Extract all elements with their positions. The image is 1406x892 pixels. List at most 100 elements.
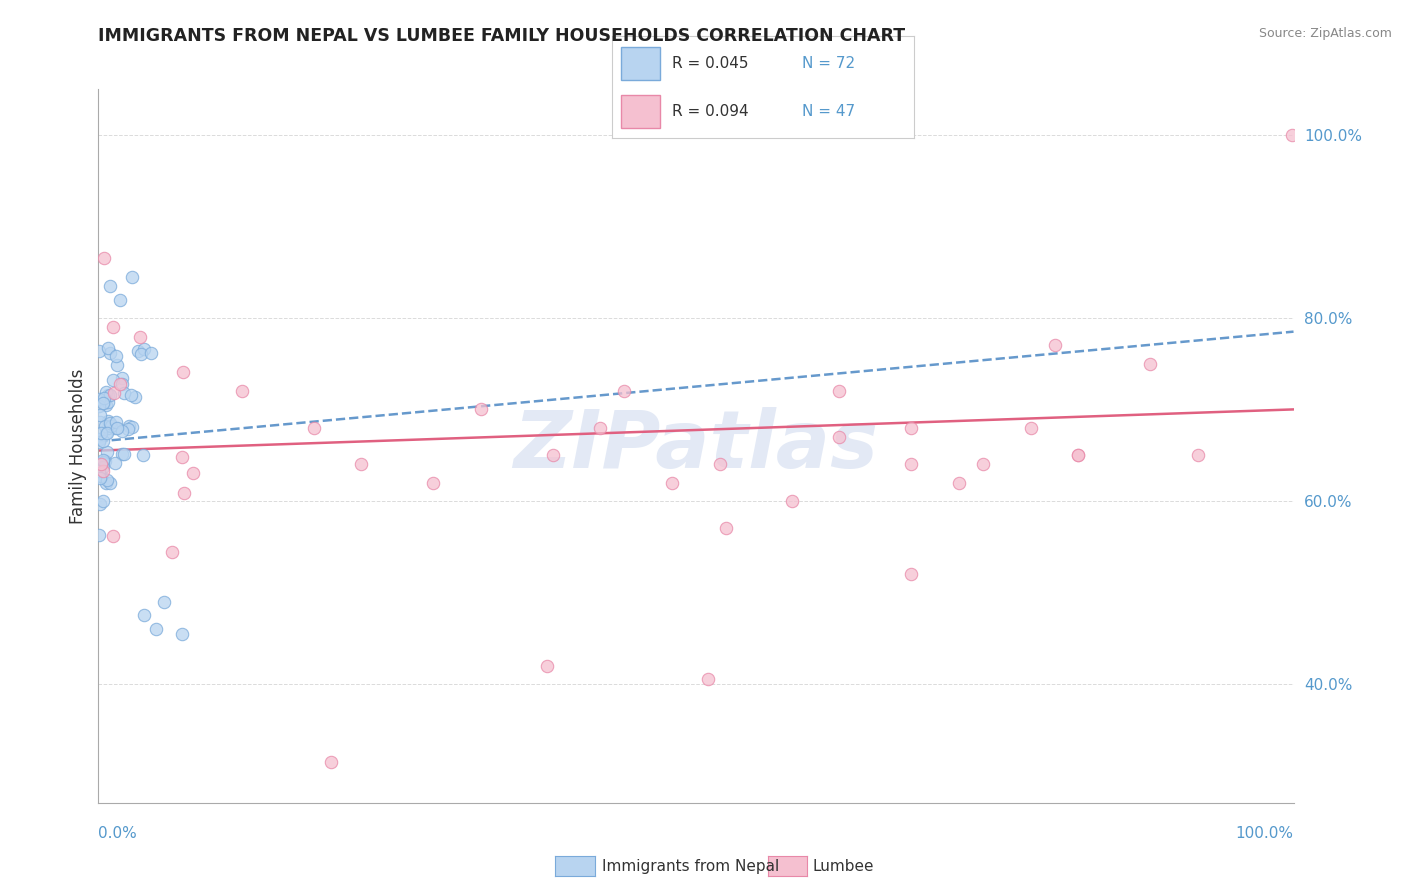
Point [89, 432, 111, 446]
Point [231, 384, 253, 398]
Point [124, 390, 146, 404]
Point [780, 494, 803, 508]
Point [91, 493, 114, 508]
Point [108, 376, 131, 391]
Point [1067, 448, 1090, 462]
Text: R = 0.094: R = 0.094 [672, 104, 748, 120]
Point [94, 419, 117, 434]
Point [132, 448, 155, 462]
Point [145, 622, 167, 636]
Point [103, 420, 125, 434]
Point [104, 350, 127, 364]
Point [97, 421, 120, 435]
Text: N = 47: N = 47 [801, 104, 855, 120]
Point [1281, 128, 1303, 142]
Point [350, 458, 373, 472]
Point [121, 420, 143, 434]
Point [141, 346, 163, 360]
Point [173, 486, 195, 500]
Point [104, 456, 127, 470]
Point [828, 430, 851, 444]
Point [103, 386, 125, 401]
Point [118, 418, 141, 433]
Point [94, 454, 117, 468]
Point [1067, 448, 1090, 462]
Point [98, 416, 121, 430]
Text: Immigrants from Nepal: Immigrants from Nepal [602, 859, 779, 873]
Text: 100.0%: 100.0% [1236, 826, 1294, 840]
Point [94, 398, 117, 412]
Point [112, 386, 135, 401]
Point [120, 388, 142, 402]
Point [153, 594, 176, 608]
Point [97, 388, 120, 402]
Point [107, 358, 129, 372]
Point [91, 434, 114, 449]
Point [98, 388, 121, 402]
Point [1139, 357, 1161, 371]
Point [111, 377, 134, 392]
Point [117, 422, 139, 436]
Point [108, 293, 131, 307]
Point [89, 464, 111, 478]
Point [97, 415, 120, 429]
Text: Source: ZipAtlas.com: Source: ZipAtlas.com [1258, 27, 1392, 40]
Point [714, 521, 737, 535]
Point [87, 399, 110, 413]
Point [181, 467, 204, 481]
Point [98, 279, 122, 293]
Point [101, 373, 124, 387]
Point [94, 426, 117, 441]
Point [172, 365, 194, 379]
Point [900, 567, 922, 582]
Point [91, 455, 114, 469]
Point [121, 269, 143, 284]
Point [105, 421, 128, 435]
Point [91, 464, 114, 478]
Point [98, 346, 121, 360]
Point [101, 320, 124, 334]
Point [87, 434, 110, 449]
Text: IMMIGRANTS FROM NEPAL VS LUMBEE FAMILY HOUSEHOLDS CORRELATION CHART: IMMIGRANTS FROM NEPAL VS LUMBEE FAMILY H… [98, 27, 905, 45]
Point [94, 384, 117, 399]
Point [93, 252, 115, 266]
Point [129, 347, 152, 361]
Point [97, 341, 120, 355]
Point [697, 673, 720, 687]
Point [589, 420, 612, 434]
Point [89, 496, 111, 510]
Point [89, 415, 111, 429]
Point [709, 458, 731, 472]
Point [132, 342, 155, 356]
Point [1043, 338, 1066, 352]
Point [87, 392, 110, 406]
Point [96, 473, 118, 487]
Point [91, 452, 114, 467]
Point [96, 444, 118, 458]
Point [111, 371, 134, 385]
FancyBboxPatch shape [620, 47, 659, 79]
Point [948, 475, 970, 490]
Point [422, 475, 444, 490]
Point [900, 420, 922, 434]
Point [541, 448, 564, 462]
Point [1187, 448, 1209, 462]
Point [132, 608, 155, 623]
Text: N = 72: N = 72 [801, 56, 855, 70]
Point [93, 391, 115, 405]
Point [90, 425, 112, 440]
Point [87, 344, 110, 359]
Point [90, 469, 112, 483]
Point [111, 447, 134, 461]
Point [900, 458, 922, 472]
Text: R = 0.045: R = 0.045 [672, 56, 748, 70]
Point [470, 402, 492, 417]
Point [112, 447, 135, 461]
Point [98, 475, 121, 490]
Point [90, 458, 112, 473]
Point [972, 458, 994, 472]
Point [170, 450, 193, 464]
Point [1019, 420, 1042, 434]
Point [105, 415, 128, 429]
Point [90, 457, 112, 471]
